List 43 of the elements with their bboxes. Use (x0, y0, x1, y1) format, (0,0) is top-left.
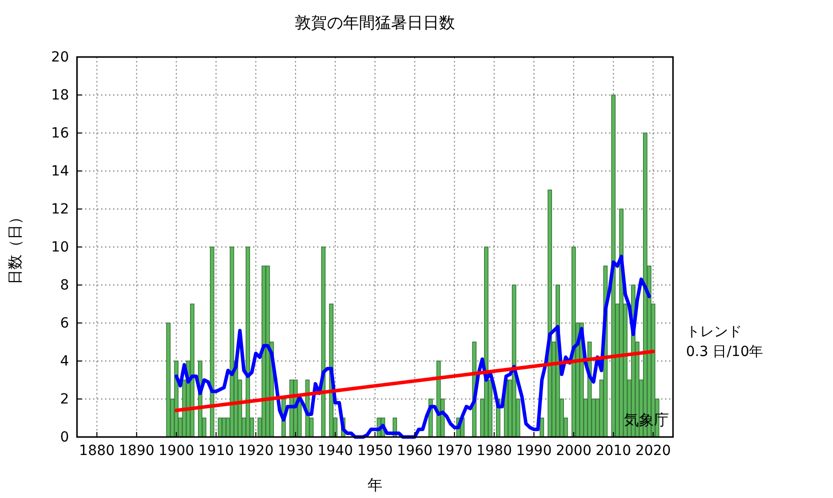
bar (571, 246, 576, 438)
x-tick-label: 1880 (79, 442, 115, 459)
x-tick-label: 1910 (198, 442, 234, 459)
bar (166, 322, 171, 438)
bar (611, 94, 616, 438)
bar (190, 304, 194, 438)
y-tick-label: 18 (51, 87, 69, 104)
y-tick-label: 16 (51, 125, 70, 142)
bar (484, 246, 488, 438)
x-tick-label: 1960 (396, 442, 433, 459)
y-tick-label: 12 (51, 201, 69, 218)
bar (548, 190, 552, 438)
y-tick-label: 10 (51, 239, 69, 256)
x-axis-title: 年 (368, 476, 382, 494)
bar (246, 246, 250, 438)
x-tick-label: 1980 (476, 442, 512, 459)
y-tick-label: 6 (60, 315, 70, 332)
x-tick-label: 1920 (238, 442, 274, 459)
bar (266, 266, 270, 438)
y-tick-label: 0 (60, 429, 69, 446)
x-tick-label: 2000 (556, 442, 592, 459)
x-tick-label: 1890 (118, 442, 154, 459)
x-tick-label: 1930 (278, 442, 314, 459)
bar (321, 246, 326, 438)
bar (540, 418, 544, 438)
x-tick-label: 2010 (596, 442, 632, 459)
y-tick-label: 2 (60, 391, 69, 408)
text: トレンド (686, 324, 742, 340)
y-tick-label: 20 (51, 49, 69, 66)
bar (512, 284, 516, 438)
y-tick-label: 8 (60, 277, 69, 294)
x-tick-label: 1990 (516, 442, 552, 459)
x-tick-label: 1900 (158, 442, 194, 459)
x-tick-label: 1940 (317, 442, 354, 459)
y-axis-title: 日数（日） (6, 210, 24, 284)
x-tick-label: 1970 (436, 442, 472, 459)
bar (210, 246, 214, 438)
y-tick-label: 4 (60, 353, 70, 370)
x-tick-label: 2020 (635, 442, 671, 459)
text: 0.3 日/10年 (686, 344, 764, 360)
chart-title: 敦賀の年間猛暑日日数 (295, 13, 455, 32)
y-tick-label: 14 (51, 163, 70, 180)
x-tick-label: 1950 (357, 442, 393, 459)
